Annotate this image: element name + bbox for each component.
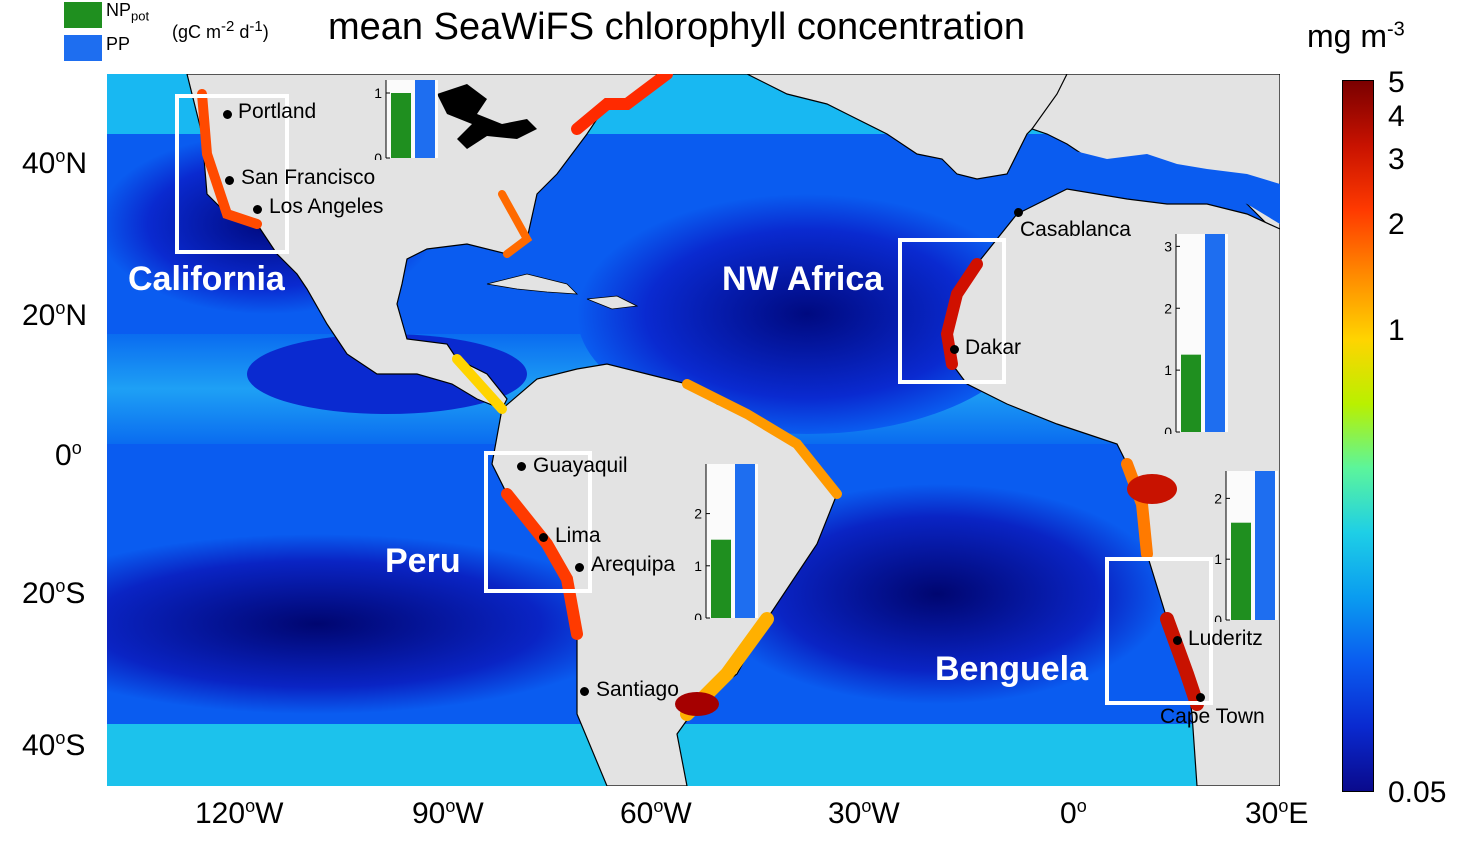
colorbar-tick-5: 5 [1388, 66, 1405, 99]
colorbar-unit: mg m-3 [1307, 18, 1405, 54]
city-label-luderitz: Luderitz [1188, 627, 1263, 650]
city-dot-lima [539, 533, 548, 542]
bar-pp [1255, 471, 1275, 620]
region-box-peru [484, 451, 592, 593]
inset-svg-3: 0 1 2 [1214, 471, 1278, 628]
lat-tick-20s: 20oS [22, 576, 86, 610]
city-label-arequipa: Arequipa [591, 553, 676, 576]
colorbar-tick-4: 4 [1388, 100, 1405, 133]
region-box-california [175, 94, 289, 254]
city-label-guayaquil: Guayaquil [533, 454, 628, 477]
city-dot-portland [223, 110, 232, 119]
lat-tick-40n: 40oN [22, 146, 88, 180]
inset-svg-0: 01 [374, 80, 438, 166]
colorbar-tick-1: 1 [1388, 314, 1405, 347]
map-title: mean SeaWiFS chlorophyll concentration [328, 6, 1026, 48]
city-dot-guayaquil [517, 462, 526, 471]
city-label-portland: Portland [238, 100, 317, 123]
inset-svg-2: 0 1 2 [694, 464, 758, 626]
inset-y-tick-label: 2 [694, 506, 702, 522]
inset-y-tick-label: 2 [1164, 300, 1172, 316]
lon-tick-90w: 90oW [412, 796, 484, 830]
region-label-benguela: Benguela [935, 650, 1089, 688]
city-label-cape-town: Cape Town [1160, 705, 1265, 728]
legend-units: (gC m-2 d-1) [172, 18, 269, 42]
city-label-dakar: Dakar [965, 336, 1022, 359]
lon-tick-60w: 60oW [620, 796, 692, 830]
bar-pp [735, 464, 755, 618]
region-box-benguela [1105, 557, 1213, 705]
inset-y-tick-label: 2 [1214, 490, 1222, 506]
region-label-peru: Peru [385, 542, 461, 580]
region-label-california: California [128, 260, 285, 298]
inset-y-tick-label: 0 [1164, 424, 1172, 434]
bar-pp [1205, 234, 1225, 432]
city-dot-casablanca [1014, 208, 1023, 217]
city-label-lima: Lima [555, 524, 601, 547]
legend-np-swatch [64, 2, 102, 28]
city-dot-dakar [950, 345, 959, 354]
inset-y-tick-label: 0 [694, 610, 702, 620]
city-dot-los-angeles [253, 205, 262, 214]
inset-y-tick-label: 1 [1214, 551, 1222, 567]
bar-np [391, 93, 411, 158]
lon-tick-30e: 30oE [1245, 796, 1309, 830]
city-dot-arequipa [575, 563, 584, 572]
city-dot-luderitz [1173, 636, 1182, 645]
region-label-nw-africa: NW Africa [722, 260, 884, 298]
colorbar [1342, 80, 1374, 792]
lat-tick-20n: 20oN [22, 298, 88, 332]
legend-pp-label: PP [106, 34, 131, 54]
inset-y-tick-label: 3 [1164, 238, 1172, 254]
inset-y-tick-label: 0 [374, 150, 382, 160]
city-dot-cape-town [1196, 693, 1205, 702]
legend-pp-swatch [64, 35, 102, 61]
lon-tick-0: 0o [1060, 796, 1087, 830]
inset-chart-peru: 0 1 2 [680, 460, 760, 626]
inset-svg-1: 0 1 2 3 [1164, 234, 1228, 440]
colorbar-tick-3: 3 [1388, 143, 1405, 176]
city-dot-san-francisco [225, 176, 234, 185]
city-label-san-francisco: San Francisco [241, 166, 376, 189]
colorbar-tick-2: 2 [1388, 208, 1405, 241]
lat-tick-40s: 40oS [22, 728, 86, 762]
bar-np [1181, 354, 1201, 432]
colorbar-tick-0-05: 0.05 [1388, 776, 1447, 809]
city-dot-santiago [580, 687, 589, 696]
lon-tick-30w: 30oW [828, 796, 900, 830]
inset-y-tick-label: 1 [374, 85, 382, 101]
city-label-santiago: Santiago [596, 678, 679, 701]
bar-np [1231, 522, 1251, 620]
inset-y-tick-label: 0 [1214, 612, 1222, 622]
inset-y-tick-label: 1 [694, 558, 702, 574]
inset-chart-benguela: 0 1 2 [1200, 467, 1280, 628]
bar-pp [415, 80, 435, 158]
legend-np-label: NPpot [106, 0, 150, 24]
region-box-nw-africa [898, 238, 1006, 384]
inset-chart-nw-africa: 0 1 2 3 [1150, 230, 1230, 440]
bar-np [711, 539, 731, 618]
lat-tick-0: 0o [55, 438, 82, 472]
city-label-los-angeles: Los Angeles [269, 195, 384, 218]
inset-y-tick-label: 1 [1164, 362, 1172, 378]
city-label-casablanca: Casablanca [1020, 218, 1131, 241]
lon-tick-120w: 120oW [195, 796, 284, 830]
